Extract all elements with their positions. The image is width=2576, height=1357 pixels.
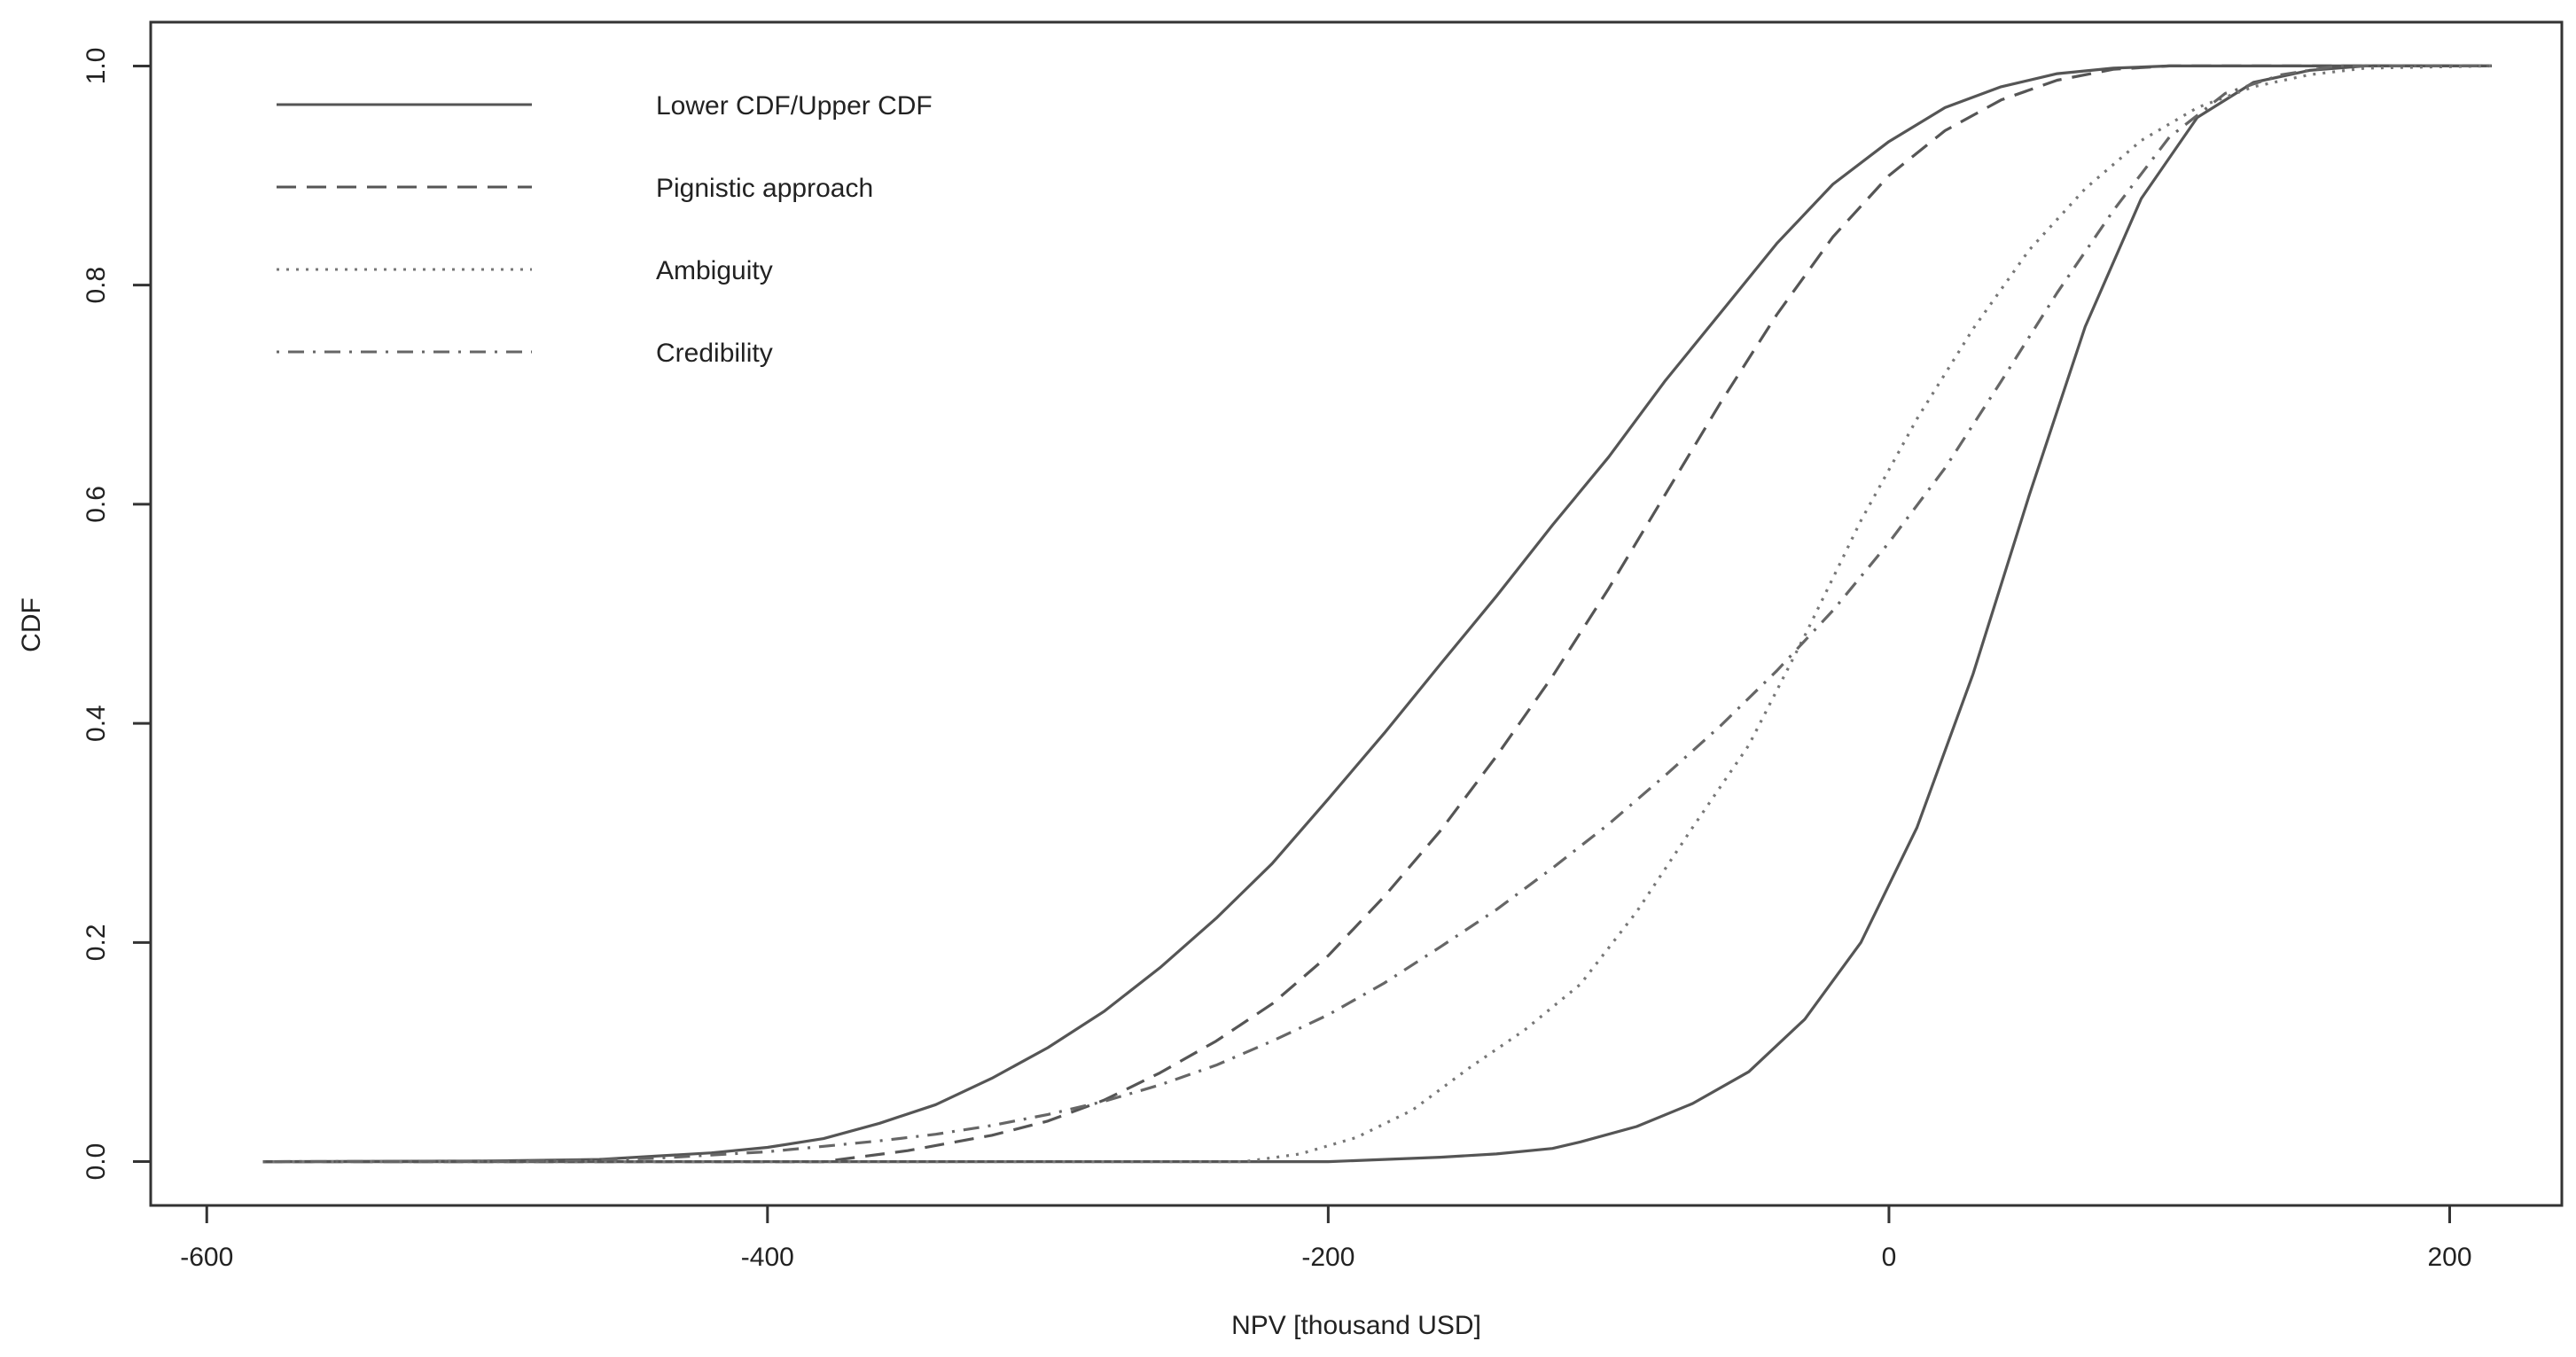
y-tick-label: 0.8 [82, 267, 111, 304]
legend: Lower CDF/Upper CDF Pignistic approach Amb… [277, 91, 933, 368]
y-tick-label: 1.0 [82, 48, 111, 85]
x-tick-label: -400 [741, 1243, 794, 1272]
legend-label: Ambiguity [656, 256, 773, 285]
legend-label: Pignistic approach [656, 174, 873, 203]
plot-frame [149, 20, 2564, 1207]
series-line-0 [262, 64, 2492, 1164]
y-tick-label: 0.4 [82, 705, 111, 742]
y-tick-label: 0.0 [82, 1143, 111, 1181]
series-line-2 [262, 64, 2492, 1164]
series-line-1 [262, 64, 2492, 1164]
y-tick-label: 0.2 [82, 924, 111, 961]
series-layer [262, 64, 2492, 1164]
x-tick-label: -600 [180, 1243, 233, 1272]
x-tick-label: 0 [1882, 1243, 1897, 1272]
x-axis: -600 -400 -200 0 200 [180, 1204, 2472, 1272]
x-tick-label: -200 [1301, 1243, 1354, 1272]
y-tick-label: 0.6 [82, 486, 111, 523]
y-axis: 0.0 0.2 0.4 0.6 0.8 1.0 [82, 48, 152, 1181]
legend-label: Lower CDF/Upper CDF [656, 91, 933, 121]
series-line-4 [262, 64, 2492, 1164]
series-line-3 [262, 64, 2492, 1164]
x-axis-label: NPV [thousand USD] [1231, 1311, 1481, 1340]
x-tick-label: 200 [2427, 1243, 2471, 1272]
y-axis-label: CDF [17, 597, 46, 652]
legend-label: Credibility [656, 339, 773, 368]
